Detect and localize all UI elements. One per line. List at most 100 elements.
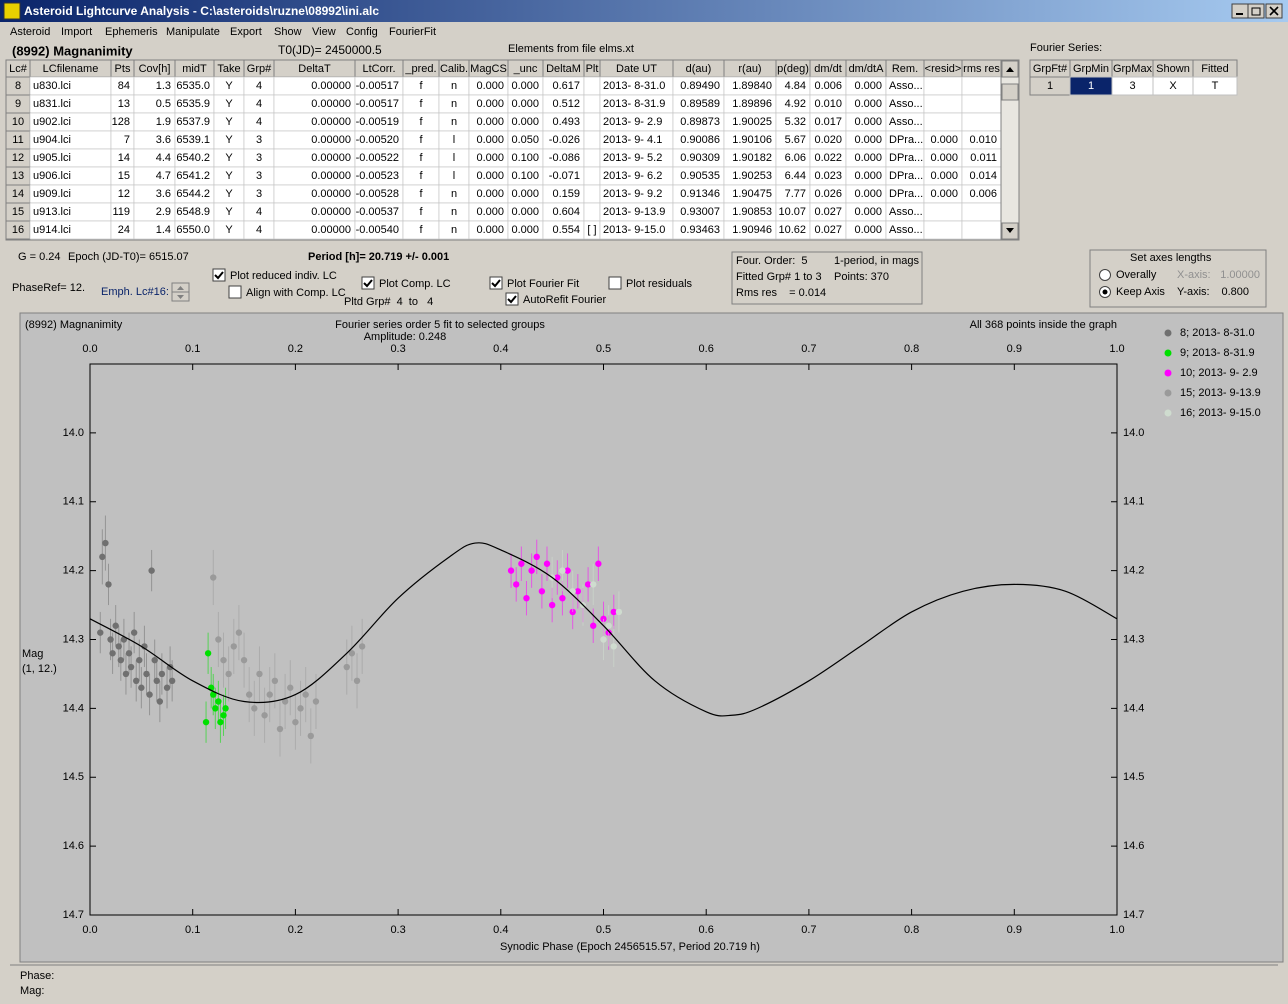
phase-ref: PhaseRef= 12. [12, 282, 85, 294]
table-cell-text: 24 [118, 224, 130, 236]
table-cell-text: Y [225, 98, 233, 110]
checkbox[interactable] [608, 276, 622, 290]
checkbox[interactable] [228, 285, 242, 299]
checkbox[interactable] [361, 276, 375, 290]
menu-item[interactable]: View [312, 26, 336, 38]
table-cell-text: l [453, 170, 455, 182]
menu-item[interactable]: Manipulate [166, 26, 220, 38]
data-point [158, 670, 166, 678]
table-cell-text: 5.32 [785, 116, 806, 128]
menu-item[interactable]: Export [230, 26, 262, 38]
x-tick-label-top: 0.0 [82, 343, 97, 355]
table-cell-text: 6.06 [785, 152, 806, 164]
menu-item[interactable]: Import [61, 26, 92, 38]
table-cell-text: f [419, 170, 423, 182]
table-cell-text: u909.lci [33, 188, 71, 200]
series-group [202, 632, 229, 743]
table-cell-text: 14 [118, 152, 130, 164]
minimize-button[interactable] [1231, 3, 1249, 19]
table-cell-text: 0.89589 [680, 98, 720, 110]
table-cell-text: 4.7 [156, 170, 171, 182]
menu-item[interactable]: Config [346, 26, 378, 38]
data-point [256, 670, 263, 678]
table-cell-text: f [419, 152, 423, 164]
table-cell-text: Y [225, 152, 233, 164]
table-cell-text: -0.00522 [356, 152, 399, 164]
data-point [230, 643, 237, 650]
table-header: DeltaT [298, 63, 331, 75]
table-cell-text: Y [225, 116, 233, 128]
table-cell [583, 94, 601, 114]
app-icon [3, 2, 21, 20]
table-header: Lc# [9, 63, 28, 75]
table-cell [583, 112, 601, 132]
table-cell-text: 0.000 [854, 170, 882, 182]
table-cell-text: 11 [12, 134, 23, 146]
table-cell-text: Asso... [889, 98, 923, 110]
table-cell-text: 4 [256, 98, 262, 110]
scrollbar-track [1000, 59, 1020, 241]
x-tick-label-top: 0.6 [699, 343, 714, 355]
table-cell-text: 1.90853 [732, 206, 772, 218]
table-cell-text: 2013- 9- 4.1 [603, 134, 662, 146]
data-point [590, 622, 597, 629]
table-cell-text: 0.000 [476, 152, 504, 164]
checkbox[interactable] [489, 276, 503, 290]
table-cell-text: 2013- 8-31.0 [603, 80, 665, 92]
table-cell-text: f [419, 224, 423, 236]
table-cell-text: 0.00000 [311, 224, 351, 236]
data-point [153, 677, 160, 685]
radio[interactable] [1099, 269, 1111, 281]
table-cell [583, 202, 601, 222]
table-cell [923, 76, 963, 96]
fourier-cell-text: 3 [1129, 80, 1135, 92]
table-cell-text: 6535.0 [176, 80, 210, 92]
table-cell-text: 0.000 [854, 98, 882, 110]
fourier-header: Shown [1156, 63, 1190, 75]
fourier-title: Fourier Series: [1030, 42, 1102, 54]
y-tick-label-right: 14.5 [1123, 771, 1144, 783]
checkmark [491, 279, 501, 288]
data-point [235, 629, 243, 636]
table-cell-text: 84 [118, 80, 130, 92]
fourier-cell-text: 1 [1047, 80, 1053, 92]
x-tick-label-top: 0.7 [801, 343, 816, 355]
table-cell-text: 6541.2 [176, 170, 210, 182]
table-cell-text: f [419, 134, 423, 146]
table-cell-text: 1.3 [156, 80, 171, 92]
chart-title: (8992) Magnanimity [25, 319, 123, 331]
y-tick-label-right: 14.7 [1123, 909, 1144, 921]
data-point [102, 539, 109, 547]
data-point [156, 698, 164, 705]
table-cell-text: 0.000 [476, 134, 504, 146]
fourier-fit-curve [89, 542, 1118, 717]
spinner[interactable] [171, 282, 190, 302]
data-point [105, 581, 112, 588]
y-tick-label: 14.1 [63, 496, 84, 508]
data-point [343, 663, 350, 671]
data-point [148, 567, 155, 574]
x-tick-label-top: 0.2 [288, 343, 303, 355]
table-cell-text: Y [225, 80, 233, 92]
menu-item[interactable]: Asteroid [10, 26, 50, 38]
menu-item[interactable]: Show [274, 26, 302, 38]
data-point [348, 650, 356, 657]
checkbox[interactable] [212, 268, 226, 282]
table-cell-text: 10 [12, 116, 24, 128]
data-point [225, 670, 232, 678]
restore-button[interactable] [1247, 3, 1265, 19]
spinner-arrows [177, 286, 184, 299]
checkbox-label: Align with Comp. LC [246, 287, 346, 299]
table-cell-text: 14 [12, 188, 24, 200]
object-name: (8992) Magnanimity [12, 43, 133, 58]
fourier-header: GrpMin [1073, 63, 1109, 75]
table-cell [923, 112, 963, 132]
table-cell-text: -0.00520 [356, 134, 399, 146]
menu-item[interactable]: FourierFit [389, 26, 436, 38]
data-point [292, 718, 299, 726]
table-cell-text: 0.100 [511, 170, 539, 182]
checkbox[interactable] [505, 292, 519, 306]
data-point [97, 629, 104, 636]
menu-item[interactable]: Ephemeris [105, 26, 158, 38]
data-point [220, 656, 227, 664]
